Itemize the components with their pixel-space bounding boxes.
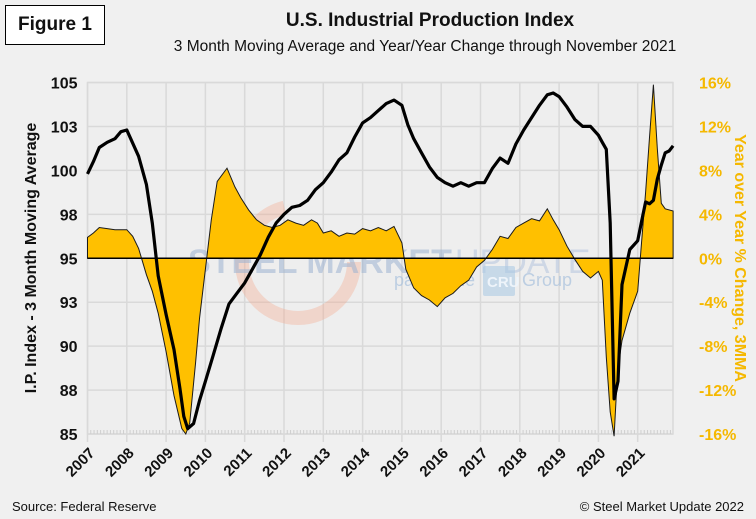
x-tick-label: 2014 xyxy=(338,444,374,480)
source-note: Source: Federal Reserve xyxy=(12,499,157,514)
yoy-area-path xyxy=(87,84,674,437)
y-right-tick-label: 16% xyxy=(699,76,731,93)
ip-index-line-path xyxy=(86,91,675,431)
x-tick-label: 2011 xyxy=(220,445,255,480)
x-tick-label: 2007 xyxy=(63,445,99,481)
x-tick-label: 2012 xyxy=(259,445,295,481)
x-tick-label: 2019 xyxy=(534,445,570,481)
yoy-area-series xyxy=(87,84,674,437)
x-tick-label: 2017 xyxy=(456,445,492,481)
y-right-tick-label: 8% xyxy=(699,163,722,180)
x-tick-label: 2015 xyxy=(377,445,413,481)
y-left-tick-label: 100 xyxy=(51,163,78,180)
y-right-tick-label: 0% xyxy=(699,251,722,268)
x-tick-label: 2020 xyxy=(574,445,610,481)
y-left-tick-label: 105 xyxy=(51,76,78,93)
chart-title: U.S. Industrial Production Index xyxy=(285,10,575,31)
y-axis-right-label: Year over Year % Change, 3MMA xyxy=(731,134,748,382)
y-left-tick-label: 98 xyxy=(60,207,78,224)
y-right-tick-label: -4% xyxy=(699,295,727,312)
x-tick-label: 2016 xyxy=(416,445,452,481)
y-left-tick-label: 88 xyxy=(60,383,78,400)
y-right-tick-label: -16% xyxy=(699,427,736,444)
y-axis-left-label: I.P. Index - 3 Month Moving Average xyxy=(23,123,40,394)
figure-label: Figure 1 xyxy=(5,5,105,45)
y-right-tick-label: -8% xyxy=(699,339,727,356)
y-right-tick-label: -12% xyxy=(699,383,736,400)
x-tick-label: 2021 xyxy=(613,445,649,481)
chart-subtitle: 3 Month Moving Average and Year/Year Cha… xyxy=(173,38,677,55)
x-tick-label: 2010 xyxy=(181,445,217,481)
ip-index-line-series xyxy=(86,91,675,431)
watermark-cru-logo-icon xyxy=(483,266,515,296)
y-right-tick-label: 4% xyxy=(699,207,722,224)
x-tick-label: 2018 xyxy=(495,445,531,481)
watermark-cru-text: CRU xyxy=(487,274,520,291)
x-tick-label: 2013 xyxy=(299,445,335,481)
y-right-tick-label: 12% xyxy=(699,119,731,136)
y-left-tick-label: 85 xyxy=(60,427,78,444)
watermark-swoosh-icon xyxy=(235,199,361,325)
watermark-tagline-post: Group xyxy=(522,270,572,290)
x-tick-label: 2009 xyxy=(141,445,177,481)
y-left-tick-label: 90 xyxy=(60,339,78,356)
y-left-tick-label: 93 xyxy=(60,295,78,312)
y-left-tick-label: 95 xyxy=(60,251,78,268)
y-left-tick-label: 103 xyxy=(51,119,78,136)
copyright-note: © Steel Market Update 2022 xyxy=(579,499,744,514)
x-tick-label: 2008 xyxy=(102,445,138,481)
